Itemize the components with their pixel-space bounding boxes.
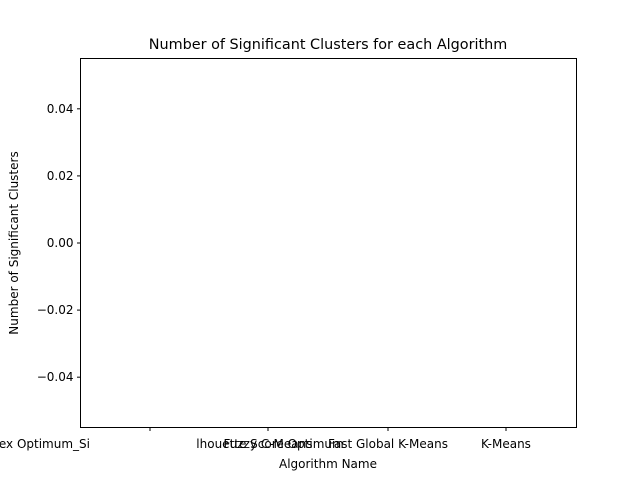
x-axis-label: Algorithm Name: [279, 457, 377, 471]
y-tick-label: 0.00: [47, 236, 74, 250]
chart-title: Number of Significant Clusters for each …: [149, 37, 508, 53]
x-tick-label: Fuzzy C-Means: [223, 437, 312, 451]
plot-area: −0.04 −0.02 0.00 0.02 0.04 ski Harabasz Inde…: [0, 58, 577, 451]
axes-frame: [80, 58, 577, 428]
y-tick-label: −0.02: [37, 303, 74, 317]
x-tick-label: K-Means: [481, 437, 531, 451]
y-tick-label: 0.04: [47, 102, 74, 116]
x-tick-label: ski Harabasz Index Optimum_Si: [0, 437, 90, 451]
x-tick-label: lhouette Score Optimum: [196, 437, 343, 451]
x-tick-label: Fast Global K-Means: [328, 437, 448, 451]
x-axis: ski Harabasz Index Optimum_Si Fuzzy C-Mea…: [0, 427, 531, 451]
y-tick-label: 0.02: [47, 169, 74, 183]
y-tick-label: −0.04: [37, 370, 74, 384]
y-axis: −0.04 −0.02 0.00 0.02 0.04: [37, 102, 81, 384]
y-axis-label: Number of Significant Clusters: [7, 151, 21, 334]
